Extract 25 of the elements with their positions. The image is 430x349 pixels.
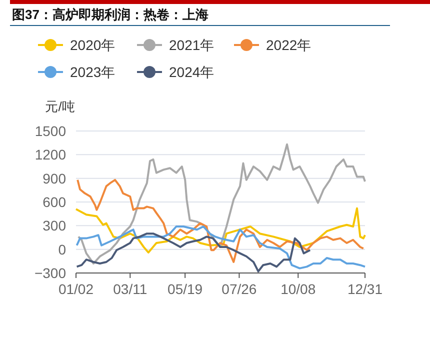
line-series: [77, 143, 366, 264]
x-tick-label: 07/26: [222, 281, 257, 297]
legend-label: 2021年: [169, 37, 214, 53]
line-series: [76, 226, 366, 270]
chart-title: 图37：高炉即期利润：热卷：上海: [12, 7, 208, 22]
y-tick-label: 300: [42, 218, 66, 234]
y-tick-label: 0: [58, 241, 66, 258]
y-tick-label: 600: [42, 194, 66, 210]
x-tick-label: 12/31: [347, 281, 383, 297]
legend-label: 2022年: [266, 37, 312, 53]
y-tick-label: 900: [42, 170, 66, 186]
y-tick-label: −300: [34, 265, 66, 281]
line-series: [75, 207, 366, 254]
line-series: [76, 178, 364, 263]
y-tick-label: 1500: [34, 123, 66, 139]
legend-label: 2024年: [169, 64, 214, 80]
legend-label: 2020年: [70, 37, 116, 53]
x-tick-label: 01/02: [58, 281, 94, 297]
legend-label: 2023年: [70, 64, 116, 80]
x-tick-label: 10/08: [280, 281, 316, 297]
x-tick-label: 03/11: [113, 281, 148, 297]
y-tick-label: 1200: [34, 146, 66, 163]
x-tick-label: 05/19: [168, 281, 203, 297]
y-axis-title: 元/吨: [45, 99, 75, 114]
line-series: [76, 232, 312, 272]
